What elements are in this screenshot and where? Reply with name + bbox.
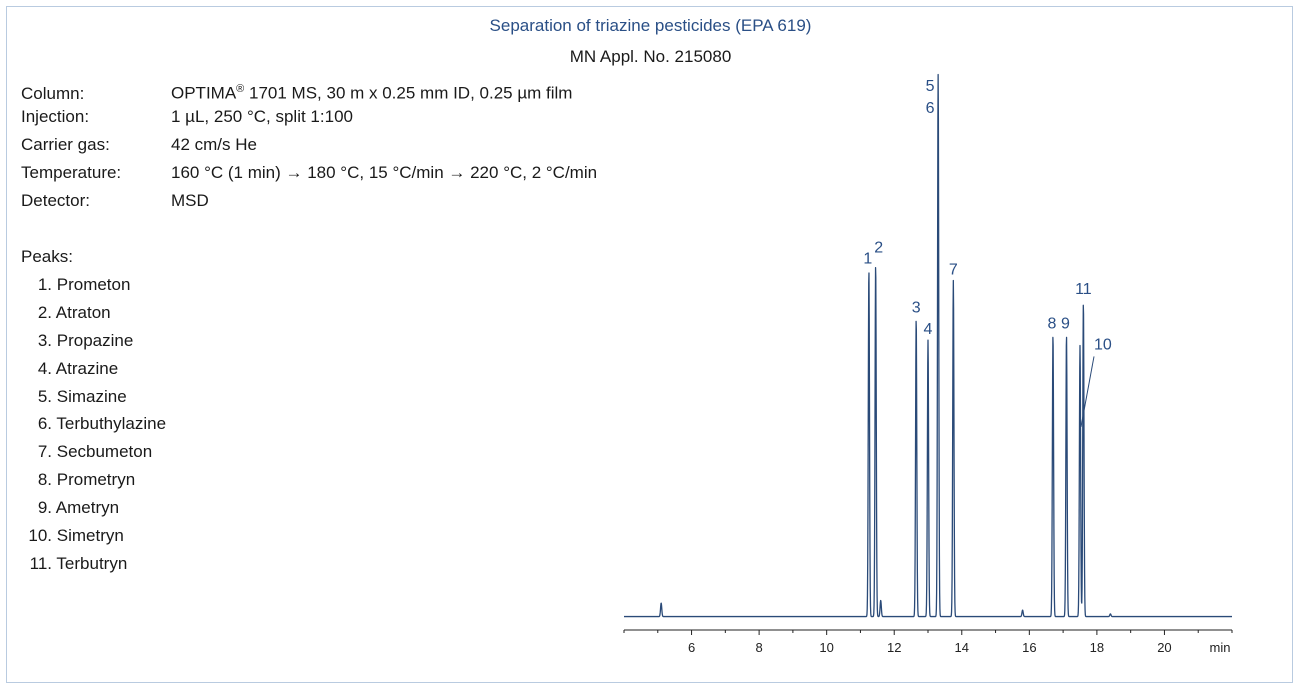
condition-value: OPTIMA® 1701 MS, 30 m x 0.25 mm ID, 0.25…	[171, 83, 573, 103]
peak-item: 6. Terbuthylazine	[21, 413, 166, 441]
peak-number: 6.	[37, 414, 52, 434]
x-tick-label: 18	[1090, 640, 1104, 655]
peak-item: 7. Secbumeton	[21, 441, 166, 469]
condition-label: Carrier gas:	[21, 135, 110, 154]
condition-value: 1 µL, 250 °C, split 1:100	[171, 107, 353, 126]
peak-number: 2.	[37, 302, 52, 322]
peak-number: 9.	[37, 498, 52, 518]
peak-label: 5	[926, 78, 935, 95]
peak-item: 10. Simetryn	[21, 525, 166, 553]
peak-label: 1	[863, 251, 872, 268]
x-tick-label: 14	[955, 640, 969, 655]
x-tick-label: 8	[755, 640, 762, 655]
condition-value: 160 °C (1 min) → 180 °C, 15 °C/min → 220…	[171, 163, 598, 182]
peaks-title: Peaks:	[21, 247, 73, 266]
peak-item: 2. Atraton	[21, 302, 166, 330]
peak-label: 4	[924, 321, 933, 338]
peak-leader-line	[1080, 356, 1095, 427]
peak-item: 11. Terbutryn	[21, 553, 166, 581]
peak-number: 10.	[28, 526, 52, 546]
x-tick-label: 16	[1022, 640, 1036, 655]
peak-number: 4.	[37, 358, 52, 378]
peak-name: Prometon	[56, 275, 131, 294]
condition-row: Detector: MSD	[21, 190, 597, 218]
condition-value: MSD	[171, 191, 209, 210]
condition-label: Injection:	[21, 107, 90, 126]
peak-number: 3.	[37, 330, 52, 350]
peak-number: 5.	[37, 386, 52, 406]
peak-name: Prometryn	[56, 470, 136, 490]
peak-item: 5. Simazine	[21, 386, 166, 414]
chart-title: Separation of triazine pesticides (EPA 6…	[489, 16, 812, 35]
peak-number: 7.	[37, 442, 52, 462]
condition-row: Temperature: 160 °C (1 min) → 180 °C, 15 …	[21, 162, 597, 190]
peak-label: 6	[926, 100, 935, 117]
condition-label: Temperature:	[21, 163, 122, 182]
peak-item: 9. Ametryn	[21, 497, 166, 525]
peak-item: 1. Prometon	[21, 274, 166, 302]
peak-item: 4. Atrazine	[21, 358, 166, 386]
peak-label: 7	[949, 262, 958, 279]
peak-number: 8.	[37, 470, 52, 490]
peak-label: 2	[874, 239, 883, 256]
peaks-list: Peaks: 1. Prometon 2. Atraton 3. Propazi…	[21, 246, 166, 581]
peak-name: Atrazine	[55, 358, 119, 378]
x-tick-label: 6	[688, 640, 695, 655]
signal-trace	[623, 73, 1233, 618]
condition-label: Column:	[21, 83, 85, 103]
peak-name: Atraton	[55, 302, 111, 322]
condition-row: Carrier gas: 42 cm/s He	[21, 134, 597, 162]
condition-row: Column: OPTIMA® 1701 MS, 30 m x 0.25 mm I…	[21, 78, 597, 106]
peak-name: Secbumeton	[56, 442, 153, 462]
condition-value: 42 cm/s He	[171, 135, 257, 154]
registered-mark: ®	[236, 83, 245, 95]
peak-label: 10	[1094, 337, 1112, 354]
condition-label: Detector:	[21, 191, 90, 210]
peak-label: 8	[1048, 316, 1057, 333]
conditions-list: Column: OPTIMA® 1701 MS, 30 m x 0.25 mm I…	[21, 78, 597, 218]
peak-label: 9	[1061, 316, 1070, 333]
condition-row: Injection: 1 µL, 250 °C, split 1:100	[21, 106, 597, 134]
peak-name: Ametryn	[55, 498, 120, 518]
x-tick-label: 10	[819, 640, 833, 655]
peak-item: 8. Prometryn	[21, 469, 166, 497]
peak-name: Simazine	[56, 386, 127, 406]
peak-number: 1.	[37, 275, 52, 294]
peak-number: 11.	[29, 553, 52, 573]
peak-label: 3	[912, 299, 921, 316]
peak-name: Terbutryn	[56, 553, 128, 573]
peak-name: Propazine	[56, 330, 134, 350]
chart-subtitle: MN Appl. No. 215080	[569, 47, 732, 66]
peak-item: 3. Propazine	[21, 330, 166, 358]
x-tick-label: 12	[887, 640, 901, 655]
x-axis-unit-label: min	[1210, 640, 1231, 655]
peak-name: Simetryn	[56, 526, 124, 546]
x-tick-label: 20	[1157, 640, 1171, 655]
peak-label: 11	[1075, 281, 1092, 298]
peak-name: Terbuthylazine	[56, 414, 167, 434]
